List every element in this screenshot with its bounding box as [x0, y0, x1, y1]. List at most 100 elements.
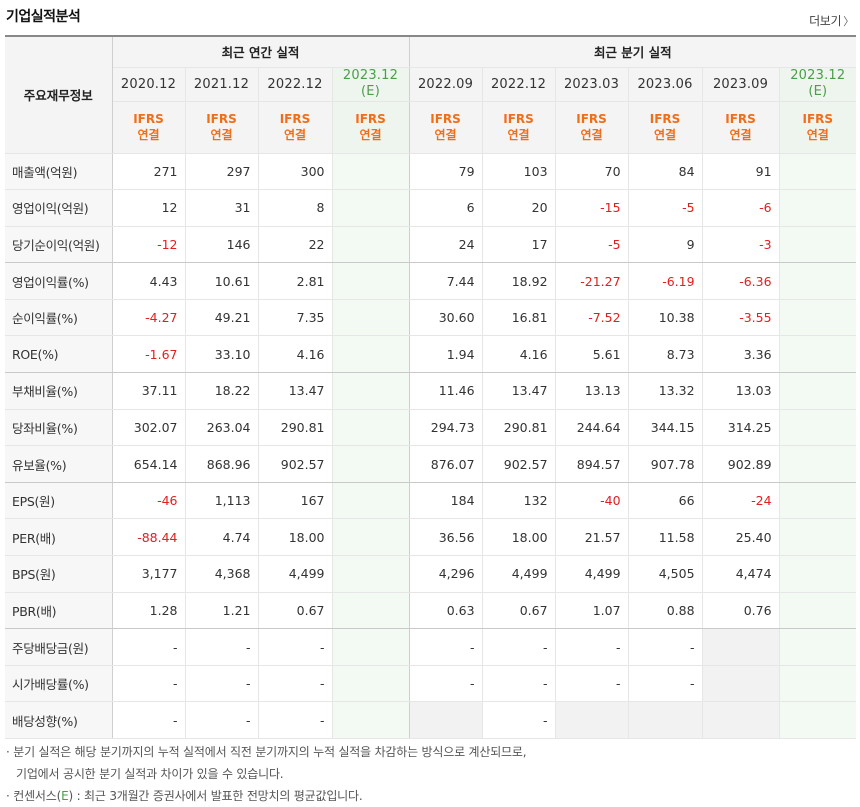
- row-label: 매출액(억원): [5, 153, 113, 191]
- table-cell: 868.96: [185, 445, 259, 483]
- estimate-cell: [332, 592, 410, 630]
- table-cell: 0.67: [482, 592, 556, 630]
- row-label: PBR(배): [5, 592, 113, 630]
- row-label: 배당성향(%): [5, 701, 113, 739]
- table-cell: 271: [112, 153, 186, 191]
- table-cell: -5: [555, 226, 629, 264]
- table-cell: 13.03: [702, 372, 780, 410]
- accounting-standard: IFRS 연결: [482, 101, 556, 154]
- table-cell: 290.81: [258, 409, 333, 447]
- table-cell: -: [555, 665, 629, 703]
- table-cell: -: [409, 628, 483, 666]
- row-label: 영업이익(억원): [5, 189, 113, 227]
- table-cell: 876.07: [409, 445, 483, 483]
- table-cell: 18.92: [482, 262, 556, 300]
- table-cell: 16.81: [482, 299, 556, 337]
- consolidated-label: 연결: [434, 128, 457, 142]
- footnote-quarter: · 분기 실적은 해당 분기까지의 누적 실적에서 직전 분기까지의 누적 실적…: [6, 745, 527, 759]
- row-label: 당좌비율(%): [5, 409, 113, 447]
- estimate-cell: [779, 189, 857, 227]
- table-cell: 4,505: [628, 555, 703, 593]
- chevron-right-icon: 〉: [843, 15, 854, 28]
- table-cell: 4.16: [258, 335, 333, 374]
- table-cell: 31: [185, 189, 259, 227]
- period-label: 2023.12: [790, 68, 846, 83]
- table-row: PER(배) -88.44 4.74 18.00 36.56 18.00 21.57 11.5…: [5, 518, 857, 557]
- footnote-quarter-cont: 기업에서 공시한 분기 실적과 차이가 있을 수 있습니다.: [16, 767, 284, 781]
- table-row: 배당성향(%) - - - -: [5, 701, 857, 739]
- ifrs-label: IFRS: [802, 112, 834, 126]
- estimate-cell: [332, 445, 410, 483]
- table-cell: 13.32: [628, 372, 703, 410]
- table-cell: 10.61: [185, 262, 259, 300]
- table-cell: 11.58: [628, 518, 703, 557]
- estimate-cell: [332, 665, 410, 703]
- table-cell: 300: [258, 153, 333, 191]
- table-cell: 1.07: [555, 592, 629, 630]
- table-cell: 70: [555, 153, 629, 191]
- footnote-consensus-prefix: · 컨센서스(: [6, 789, 62, 803]
- ifrs-label: IFRS: [430, 112, 461, 126]
- table-cell: 84: [628, 153, 703, 191]
- table-row: 순이익률(%) -4.27 49.21 7.35 30.60 16.81 -7.52 10.3…: [5, 299, 857, 337]
- table-cell: [702, 701, 780, 739]
- ifrs-label: IFRS: [503, 112, 534, 126]
- table-cell: 902.57: [258, 445, 333, 483]
- table-cell: 1.21: [185, 592, 259, 630]
- table-cell: -: [112, 665, 186, 703]
- estimate-cell: [332, 299, 410, 337]
- table-cell: 0.88: [628, 592, 703, 630]
- table-cell: 4.16: [482, 335, 556, 374]
- estimate-cell: [332, 628, 410, 666]
- table-row: 시가배당률(%) - - - - - - -: [5, 665, 857, 703]
- table-cell: -21.27: [555, 262, 629, 300]
- estimate-cell: [332, 701, 410, 739]
- table-cell: 79: [409, 153, 483, 191]
- table-cell: -88.44: [112, 518, 186, 557]
- table-cell: -3: [702, 226, 780, 264]
- period-header: 2023.12 (E): [332, 67, 410, 102]
- table-cell: 344.15: [628, 409, 703, 447]
- table-cell: 263.04: [185, 409, 259, 447]
- table-cell: [555, 701, 629, 739]
- table-cell: 0.67: [258, 592, 333, 630]
- table-cell: -24: [702, 481, 780, 520]
- period-label: 2023.12: [342, 68, 399, 83]
- table-cell: 654.14: [112, 445, 186, 483]
- table-cell: 33.10: [185, 335, 259, 374]
- estimate-cell: [779, 665, 857, 703]
- table-cell: -: [628, 665, 703, 703]
- table-row: BPS(원) 3,177 4,368 4,499 4,296 4,499 4,499 4,50…: [5, 555, 857, 593]
- period-header: 2023.03: [555, 67, 629, 102]
- table-cell: -: [185, 701, 259, 739]
- consolidated-label: 연결: [283, 128, 307, 142]
- table-cell: -: [185, 628, 259, 666]
- row-label: 영업이익률(%): [5, 262, 113, 300]
- table-row: PBR(배) 1.28 1.21 0.67 0.63 0.67 1.07 0.88 0.76: [5, 592, 857, 630]
- more-link[interactable]: 더보기 〉: [809, 12, 854, 29]
- table-cell: 297: [185, 153, 259, 191]
- table-cell: 294.73: [409, 409, 483, 447]
- table-cell: 244.64: [555, 409, 629, 447]
- table-cell: 1.28: [112, 592, 186, 630]
- estimate-cell: [779, 628, 857, 666]
- estimate-cell: [779, 153, 857, 191]
- table-row: 유보율(%) 654.14 868.96 902.57 876.07 902.57 894.…: [5, 445, 857, 483]
- footnote-consensus-e: E: [61, 789, 69, 803]
- estimate-cell: [332, 335, 410, 374]
- more-label: 더보기: [809, 14, 842, 28]
- table-cell: 902.57: [482, 445, 556, 483]
- table-cell: 4,296: [409, 555, 483, 593]
- accounting-standard: IFRS 연결: [555, 101, 629, 154]
- table-cell: [409, 701, 483, 739]
- table-cell: 3,177: [112, 555, 186, 593]
- table-cell: 18.00: [482, 518, 556, 557]
- table-cell: 49.21: [185, 299, 259, 337]
- table-cell: -: [258, 628, 333, 666]
- table-cell: 9: [628, 226, 703, 264]
- table-cell: 13.47: [482, 372, 556, 410]
- table-cell: 20: [482, 189, 556, 227]
- ifrs-label: IFRS: [649, 112, 681, 126]
- table-cell: 4,368: [185, 555, 259, 593]
- table-cell: -7.52: [555, 299, 629, 337]
